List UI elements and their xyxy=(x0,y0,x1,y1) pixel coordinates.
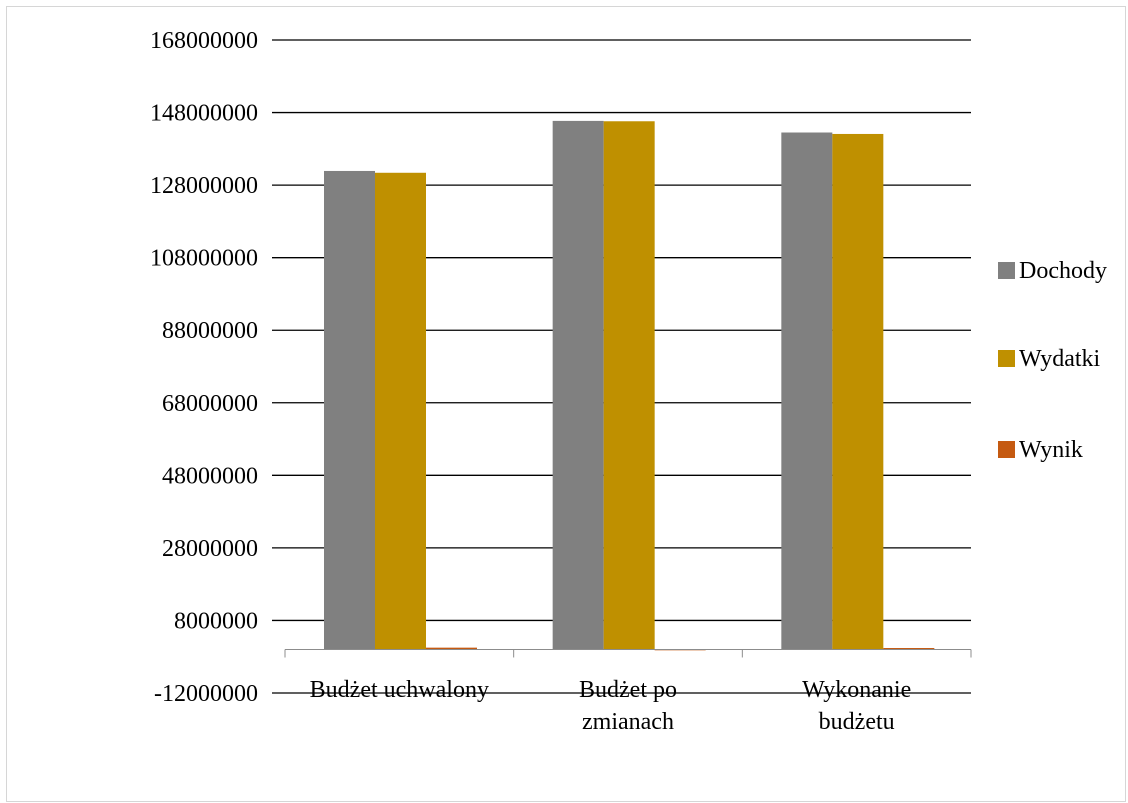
x-category-label: Budżet uchwalony xyxy=(310,677,489,703)
legend-swatch-wydatki xyxy=(998,350,1015,367)
x-axis xyxy=(284,648,972,658)
bar-wydatki-2 xyxy=(603,121,655,650)
x-category-label: zmianach xyxy=(582,709,674,735)
y-tick-label: 108000000 xyxy=(150,246,258,272)
legend-swatch-wynik xyxy=(998,441,1015,458)
legend-label-dochody: Dochody xyxy=(1019,258,1107,284)
y-axis-tick-labels: 168000000 148000000 128000000 108000000 8800… xyxy=(150,28,258,707)
bars xyxy=(324,120,935,651)
legend-label-wydatki: Wydatki xyxy=(1019,346,1101,372)
legend-swatch-dochody xyxy=(998,262,1015,279)
x-category-label: budżetu xyxy=(819,709,895,735)
y-tick-label: 88000000 xyxy=(162,318,258,344)
y-tick-label: -12000000 xyxy=(154,681,258,707)
y-tick-label: 148000000 xyxy=(150,101,258,127)
bar-dochody-2 xyxy=(552,120,604,650)
x-axis-category-labels: Budżet uchwalony Budżet po zmianach Wykonan… xyxy=(310,677,912,735)
bar-wynik-3 xyxy=(883,648,935,650)
x-category-label: Wykonanie xyxy=(802,677,911,703)
x-category-label: Budżet po xyxy=(579,677,677,703)
bar-wydatki-3 xyxy=(832,133,884,650)
y-tick-label: 28000000 xyxy=(162,536,258,562)
chart-frame xyxy=(6,6,1126,802)
legend: Dochody Wydatki Wynik xyxy=(998,258,1107,463)
y-tick-label: 48000000 xyxy=(162,463,258,489)
y-tick-label: 8000000 xyxy=(174,608,258,634)
bar-wynik-1 xyxy=(426,647,477,650)
legend-label-wynik: Wynik xyxy=(1019,437,1083,463)
bar-wydatki-1 xyxy=(375,172,426,650)
y-tick-label: 128000000 xyxy=(150,173,258,199)
y-tick-label: 168000000 xyxy=(150,28,258,54)
bar-dochody-3 xyxy=(781,132,833,650)
bar-dochody-1 xyxy=(324,170,375,650)
y-tick-label: 68000000 xyxy=(162,391,258,417)
